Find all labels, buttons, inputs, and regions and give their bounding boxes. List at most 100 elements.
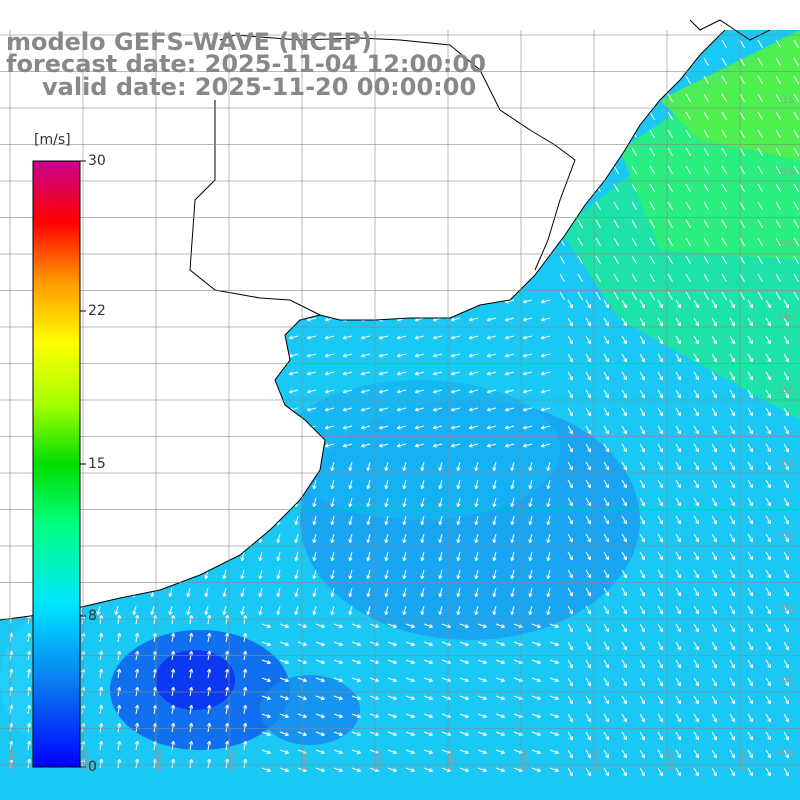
wind-arrow bbox=[199, 389, 209, 393]
wind-arrow bbox=[127, 299, 137, 303]
wind-arrow-head bbox=[348, 467, 351, 471]
wind-arrow-head bbox=[402, 611, 405, 615]
wind-arrow-head bbox=[379, 301, 383, 304]
wind-arrow-head bbox=[169, 521, 173, 526]
wind-arrow-head bbox=[439, 575, 443, 580]
wind-arrow bbox=[223, 479, 227, 489]
wind-arrow-head bbox=[492, 593, 495, 597]
wind-arrow bbox=[793, 39, 799, 49]
wind-arrow bbox=[187, 569, 191, 579]
wind-arrow bbox=[259, 587, 263, 597]
wind-arrow-head bbox=[474, 593, 477, 597]
wind-arrow-head bbox=[439, 593, 443, 598]
wind-arrow bbox=[577, 57, 583, 67]
wind-arrow bbox=[657, 443, 663, 453]
wind-arrow bbox=[613, 165, 619, 175]
wind-arrow-head bbox=[19, 301, 23, 304]
wind-arrow-head bbox=[153, 614, 156, 619]
wind-arrow bbox=[729, 767, 735, 777]
wind-arrow bbox=[693, 479, 699, 489]
wind-arrow bbox=[765, 425, 771, 435]
wind-arrow bbox=[163, 443, 173, 447]
wind-arrow bbox=[603, 767, 609, 777]
wind-arrow bbox=[793, 147, 799, 157]
wind-arrow-head bbox=[537, 624, 541, 628]
wind-arrow-head bbox=[451, 445, 455, 448]
wind-arrow-head bbox=[91, 427, 95, 430]
wind-arrow bbox=[567, 299, 573, 309]
wind-arrow-head bbox=[126, 407, 131, 411]
wind-arrow-head bbox=[253, 409, 257, 412]
wind-arrow bbox=[217, 335, 227, 339]
wind-arrow bbox=[189, 759, 193, 769]
wind-arrow bbox=[457, 605, 461, 615]
wind-arrow bbox=[757, 255, 763, 265]
wind-arrow bbox=[765, 749, 771, 759]
wind-arrow-head bbox=[205, 593, 209, 598]
wind-arrow-head bbox=[379, 319, 383, 322]
wind-arrow-head bbox=[25, 593, 29, 598]
wind-arrow bbox=[783, 677, 789, 687]
wind-arrow bbox=[91, 443, 101, 447]
wind-arrow-head bbox=[126, 389, 131, 393]
wind-arrow-head bbox=[465, 714, 469, 718]
wind-arrow-head bbox=[198, 407, 203, 411]
wind-arrow-head bbox=[127, 427, 131, 430]
wind-arrow-head bbox=[240, 557, 243, 561]
wind-arrow-head bbox=[277, 485, 281, 490]
wind-arrow bbox=[621, 497, 627, 507]
wind-arrow-head bbox=[450, 299, 455, 303]
wind-arrow bbox=[613, 147, 619, 157]
wind-arrow bbox=[657, 749, 663, 759]
wind-arrow bbox=[217, 371, 227, 375]
wind-arrow-head bbox=[397, 391, 401, 394]
wind-arrow bbox=[585, 425, 591, 435]
wind-arrow bbox=[547, 605, 551, 615]
wind-arrow bbox=[99, 633, 103, 643]
wind-arrow-head bbox=[187, 611, 191, 616]
wind-arrow bbox=[331, 461, 335, 471]
wind-arrow bbox=[289, 389, 299, 393]
wind-arrow-head bbox=[171, 614, 174, 619]
wind-arrow bbox=[631, 255, 637, 265]
wind-arrow-head bbox=[475, 467, 479, 472]
wind-arrow-head bbox=[187, 467, 191, 472]
wind-arrow bbox=[523, 317, 533, 321]
wind-arrow bbox=[639, 371, 645, 381]
wind-arrow bbox=[475, 587, 479, 597]
wind-arrow bbox=[493, 515, 497, 525]
wind-arrow-head bbox=[523, 337, 527, 340]
wind-arrow bbox=[577, 147, 583, 157]
wind-arrow-head bbox=[253, 301, 257, 304]
wind-arrow bbox=[207, 759, 211, 769]
wind-arrow-head bbox=[24, 503, 27, 507]
wind-arrow-head bbox=[243, 704, 246, 709]
wind-arrow-head bbox=[420, 485, 423, 489]
wind-arrow-head bbox=[475, 557, 479, 562]
wind-arrow bbox=[577, 129, 583, 139]
wind-arrow-head bbox=[307, 427, 311, 430]
wind-arrow bbox=[757, 201, 763, 211]
wind-arrow-head bbox=[307, 319, 311, 322]
wind-arrow-head bbox=[259, 575, 263, 580]
wind-arrow-head bbox=[162, 389, 167, 393]
wind-arrow bbox=[693, 695, 699, 705]
wind-arrow bbox=[567, 407, 573, 417]
wind-arrow-head bbox=[169, 467, 173, 472]
wind-arrow-head bbox=[555, 678, 559, 682]
lon-label: 66W bbox=[301, 749, 311, 770]
wind-arrow bbox=[675, 497, 681, 507]
wind-arrow-head bbox=[501, 624, 505, 628]
wind-arrow bbox=[631, 219, 637, 229]
wind-arrow-head bbox=[204, 575, 207, 579]
wind-arrow bbox=[511, 551, 515, 561]
wind-arrow-head bbox=[252, 425, 257, 429]
wind-arrow bbox=[567, 695, 573, 705]
wind-arrow-head bbox=[505, 355, 509, 358]
wind-arrow bbox=[487, 353, 497, 357]
wind-arrow-head bbox=[420, 521, 423, 525]
wind-arrow-head bbox=[271, 373, 275, 376]
wind-arrow-head bbox=[207, 758, 210, 763]
wind-arrow-head bbox=[537, 678, 541, 682]
wind-arrow-head bbox=[510, 593, 513, 597]
